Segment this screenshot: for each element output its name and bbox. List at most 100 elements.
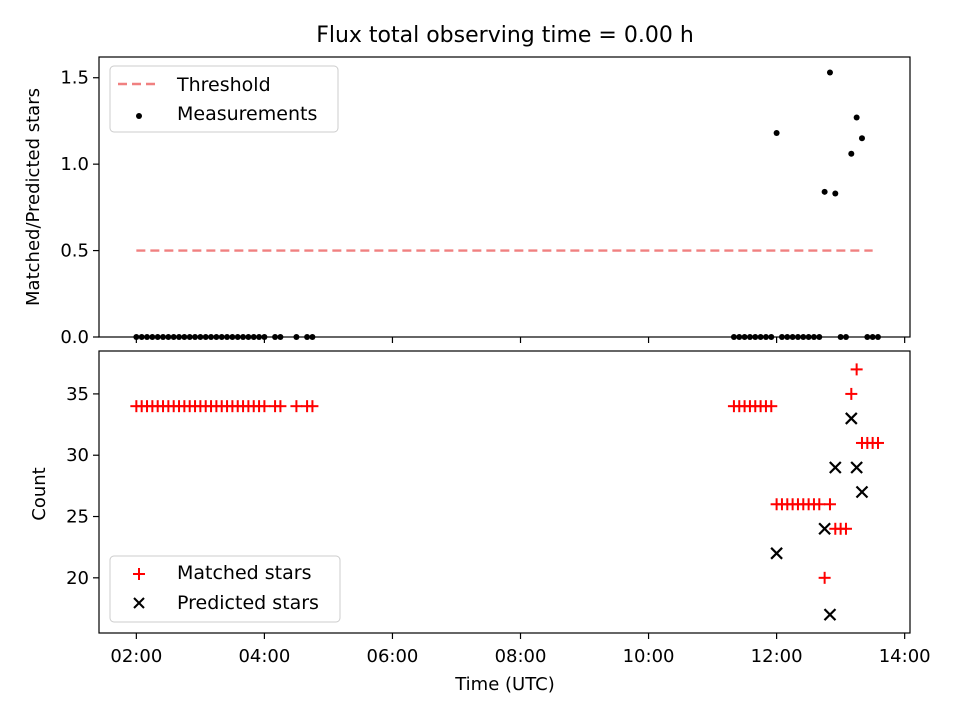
panel-count-x-ticks: 02:00 04:00 06:00 08:00 10:00 12:00 14:00 (110, 633, 931, 667)
measurement-point (842, 334, 849, 340)
matched-star-point (258, 400, 271, 413)
matched-star-point (845, 387, 858, 400)
predicted-star-point (845, 412, 858, 425)
panel-ratio-frame (98, 56, 911, 338)
measurement-point (864, 334, 871, 340)
measurement-point (149, 334, 156, 340)
measurement-point (245, 334, 252, 340)
measurement-point (778, 334, 785, 340)
legend-measurements-label: Measurements (177, 103, 317, 125)
measurement-point (789, 334, 796, 340)
measurement-point (821, 188, 828, 195)
measurement-point (202, 334, 209, 340)
matched-star-point (871, 436, 884, 449)
measurement-point (848, 150, 855, 157)
measurement-point (160, 334, 167, 340)
panel-ratio-marks (133, 69, 881, 340)
measurement-point (309, 334, 316, 340)
legend-matched-label: Matched stars (177, 562, 311, 584)
y-tick-label: 0.0 (60, 327, 89, 348)
panel-count-marks (130, 363, 884, 621)
measurement-point (144, 334, 151, 340)
measurement-point (730, 334, 737, 340)
matched-star-point (818, 571, 831, 584)
predicted-star-point (823, 608, 837, 621)
matched-star-point (306, 400, 319, 413)
y-tick-label: 20 (66, 568, 89, 589)
matched-star-point (274, 400, 287, 413)
measurement-point (837, 334, 844, 340)
measurement-point (224, 334, 231, 340)
measurement-point (752, 334, 759, 340)
legend-predicted-label: Predicted stars (177, 592, 319, 614)
measurement-point (768, 334, 775, 340)
legend-count-box (109, 555, 341, 623)
predicted-star-point (770, 547, 783, 560)
legend-ratio-box (109, 65, 339, 133)
measurement-point (272, 334, 279, 340)
measurement-point (773, 130, 780, 137)
measurement-point (762, 334, 769, 340)
matched-star-point (765, 400, 778, 413)
predicted-star-point (850, 461, 863, 474)
measurement-point (826, 69, 833, 76)
x-tick-label: 12:00 (751, 646, 803, 667)
measurement-point (256, 334, 263, 340)
measurement-point (186, 334, 193, 340)
measurement-point (138, 334, 145, 340)
y-tick-label: 35 (66, 384, 89, 405)
measurement-point (800, 334, 807, 340)
measurement-point (757, 334, 764, 340)
legend-measurements-swatch (136, 113, 142, 119)
y-tick-label: 1.0 (60, 154, 89, 175)
measurement-point (170, 334, 177, 340)
matched-star-point (839, 522, 852, 535)
y-tick-label: 1.5 (60, 68, 89, 89)
measurement-point (869, 334, 876, 340)
panel-ratio: 0.0 0.5 1.0 1.5 Matched/Predicted stars Thr… (23, 56, 911, 348)
legend-count: Matched stars Predicted stars (109, 555, 341, 623)
matched-star-point (823, 498, 836, 511)
measurement-point (853, 114, 860, 121)
measurement-point (208, 334, 215, 340)
matched-star-point (813, 498, 826, 511)
x-axis-label: Time (UTC) (454, 674, 555, 695)
measurement-point (234, 334, 241, 340)
matched-star-point (850, 363, 863, 376)
measurement-point (794, 334, 801, 340)
predicted-star-point (829, 461, 842, 474)
measurement-point (304, 334, 311, 340)
x-tick-label: 06:00 (367, 646, 419, 667)
measurement-point (218, 334, 225, 340)
x-tick-label: 08:00 (495, 646, 547, 667)
measurement-point (154, 334, 161, 340)
y-tick-label: 30 (66, 445, 89, 466)
predicted-star-point (818, 522, 831, 536)
measurement-point (293, 334, 300, 340)
measurement-point (741, 334, 748, 340)
measurement-point (874, 334, 881, 340)
measurement-point (277, 334, 284, 340)
panel-count-y-ticks: 20 25 30 35 (66, 384, 99, 589)
measurement-point (736, 334, 743, 340)
chart-title: Flux total observing time = 0.00 h (316, 23, 694, 48)
measurement-point (165, 334, 172, 340)
panel-ratio-ylabel: Matched/Predicted stars (23, 88, 44, 306)
measurement-point (746, 334, 753, 340)
measurement-point (832, 190, 839, 197)
panel-count-ylabel: Count (29, 467, 50, 520)
y-tick-label: 0.5 (60, 241, 89, 262)
legend-matched-swatch (133, 568, 145, 580)
x-tick-label: 04:00 (238, 646, 290, 667)
measurement-point (240, 334, 247, 340)
measurement-point (192, 334, 199, 340)
x-tick-label: 02:00 (110, 646, 162, 667)
x-tick-label: 10:00 (623, 646, 675, 667)
measurement-point (805, 334, 812, 340)
measurement-point (181, 334, 188, 340)
measurement-point (261, 334, 268, 340)
measurement-point (858, 135, 865, 142)
predicted-star-point (855, 485, 869, 499)
measurement-point (250, 334, 257, 340)
